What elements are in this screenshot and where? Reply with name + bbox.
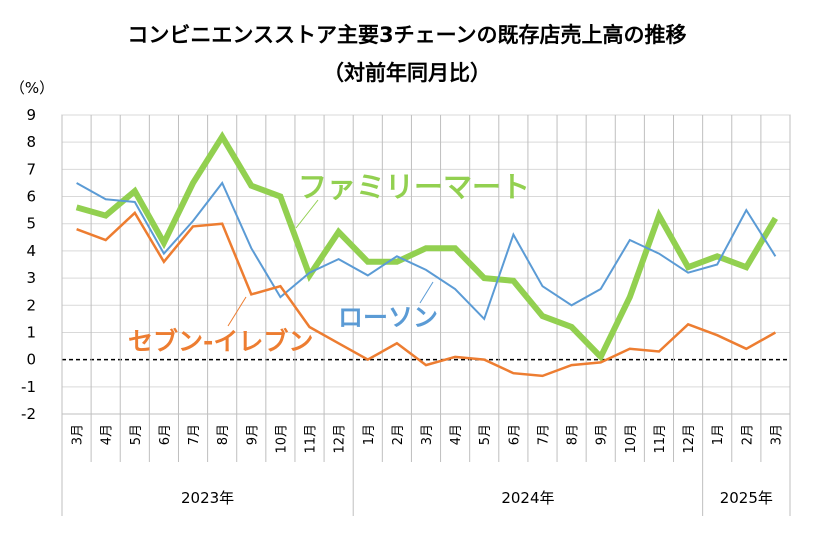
series-lines — [75, 130, 778, 378]
x-tick-label: 7月 — [536, 424, 551, 445]
chart-subtitle: （対前年同月比） — [323, 61, 491, 85]
series-label: セブン-イレブン — [128, 327, 313, 356]
x-tick-label: 8月 — [216, 424, 231, 445]
x-tick-label: 2月 — [391, 424, 406, 445]
y-tick-label: 9 — [26, 106, 36, 124]
y-axis: 9 8 7 6 5 4 3 2 1 0 -1 -2 — [21, 106, 36, 423]
x-tick-label: 1月 — [711, 424, 726, 445]
x-tick-label: 4月 — [449, 424, 464, 445]
y-tick-label: -1 — [21, 378, 36, 396]
x-tick-label: 11月 — [304, 424, 319, 454]
series-line — [76, 181, 777, 321]
plot-border — [61, 114, 791, 415]
y-tick-label: 5 — [26, 215, 36, 233]
y-tick-label: 8 — [26, 133, 36, 151]
x-tick-label: 6月 — [507, 424, 522, 445]
leader-line — [227, 296, 247, 327]
x-tick-label: 4月 — [100, 424, 115, 445]
x-tick-label: 10月 — [274, 424, 289, 454]
y-tick-label: 0 — [26, 351, 36, 369]
y-tick-label: -2 — [21, 405, 36, 423]
x-tick-label: 8月 — [566, 424, 581, 445]
y-tick-label: 4 — [26, 242, 36, 260]
series-line — [76, 210, 777, 378]
x-tick-label: 3月 — [71, 424, 86, 445]
x-tick-label: 9月 — [595, 424, 610, 445]
x-tick-label: 1月 — [362, 424, 377, 445]
x-tick-label: 9月 — [245, 424, 260, 445]
y-tick-label: 1 — [26, 323, 36, 341]
x-tick-label: 12月 — [333, 424, 348, 454]
y-tick-label: 6 — [26, 188, 36, 206]
chart-title: コンビニエンスストア主要3チェーンの既存店売上高の推移 — [127, 23, 687, 47]
y-tick-label: 3 — [26, 269, 36, 287]
y-tick-label: 2 — [26, 296, 36, 314]
y-axis-label: （%） — [10, 79, 54, 97]
x-tick-label: 3月 — [420, 424, 435, 445]
y-tick-label: 7 — [26, 160, 36, 178]
year-label: 2024年 — [501, 489, 554, 507]
leader-line — [295, 199, 319, 229]
x-tick-label: 6月 — [158, 424, 173, 445]
series-label: ローソン — [338, 303, 438, 332]
x-tick-label: 5月 — [478, 424, 493, 445]
series-label: ファミリーマート — [298, 170, 530, 204]
year-label: 2023年 — [181, 489, 234, 507]
year-label: 2025年 — [720, 489, 773, 507]
x-axis: 3月 4月 5月 6月 7月 8月 9月 10月 11月 12月 1月 2月 3月 4月 5月 6月 7月 8月 9… — [61, 115, 791, 516]
x-tick-label: 5月 — [129, 424, 144, 445]
x-tick-label: 7月 — [187, 424, 202, 445]
x-tick-label: 10月 — [624, 424, 639, 454]
series-line — [75, 130, 778, 363]
x-tick-label: 3月 — [769, 424, 784, 445]
x-tick-label: 12月 — [682, 424, 697, 454]
leader-line — [419, 281, 434, 304]
grid — [61, 114, 791, 415]
x-tick-label: 2月 — [740, 424, 755, 445]
x-tick-label: 11月 — [653, 424, 668, 454]
